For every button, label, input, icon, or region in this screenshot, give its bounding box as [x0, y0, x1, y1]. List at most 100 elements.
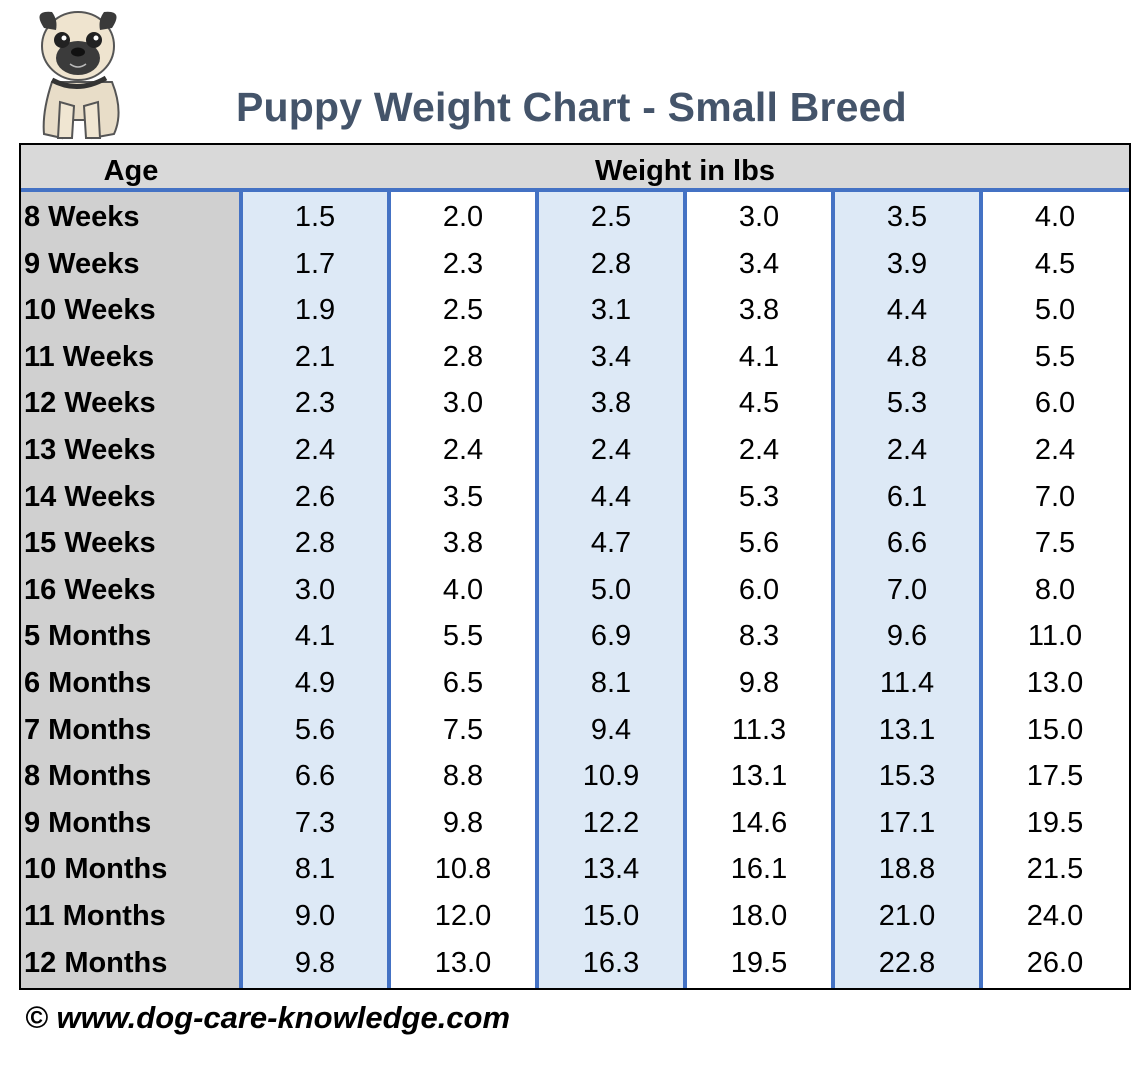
weight-cell: 2.4 — [738, 434, 780, 466]
weight-cell: 21.0 — [878, 900, 936, 932]
weight-cell: 5.3 — [738, 480, 780, 513]
weight-cell: 1.7 — [294, 247, 336, 280]
weight-cell: 9.8 — [294, 946, 336, 979]
weight-cell: 3.9 — [886, 247, 928, 280]
weight-cell: 5.0 — [590, 573, 632, 606]
age-column-background — [21, 192, 241, 988]
weight-column-5 — [833, 192, 981, 988]
weight-cell: 3.0 — [442, 387, 484, 420]
age-cell: 11 Months — [24, 900, 166, 932]
weight-cell: 4.1 — [738, 340, 780, 373]
weight-cell: 6.6 — [886, 527, 928, 560]
table-row: 11 Weeks 2.1 2.8 3.4 4.1 4.8 5.5 — [21, 332, 1129, 379]
weight-cell: 4.0 — [442, 573, 484, 606]
column-divider — [683, 192, 687, 988]
weight-cell: 21.5 — [1026, 853, 1084, 886]
weight-column-2 — [389, 192, 537, 988]
table-row: 12 Weeks 2.3 3.0 3.8 4.5 5.3 6.0 — [21, 378, 1129, 425]
table-row: 14 Weeks 2.6 3.5 4.4 5.3 6.1 7.0 — [21, 472, 1129, 519]
weight-cell: 13.0 — [1026, 667, 1084, 699]
weight-cell: 16.1 — [730, 853, 788, 886]
weight-cell: 11.3 — [731, 713, 787, 746]
weight-cell: 3.8 — [738, 294, 780, 327]
age-cell: 6 Months — [24, 667, 152, 699]
table-row: 5 Months 4.1 5.5 6.9 8.3 9.6 11.0 — [21, 611, 1129, 658]
weight-column-1 — [241, 192, 389, 988]
weight-cell: 10.9 — [582, 760, 640, 793]
table-row: 15 Weeks 2.8 3.8 4.7 5.6 6.6 7.5 — [21, 518, 1129, 565]
weight-cell: 2.4 — [294, 434, 336, 466]
weight-cell: 13.1 — [878, 713, 936, 746]
age-cell: 11 Weeks — [24, 340, 155, 373]
age-cell: 8 Months — [24, 760, 152, 793]
table-row: 13 Weeks 2.4 2.4 2.4 2.4 2.4 2.4 — [21, 425, 1129, 472]
age-cell: 14 Weeks — [24, 480, 156, 513]
age-cell: 12 Weeks — [24, 387, 156, 420]
weight-cell: 16.3 — [582, 946, 640, 979]
weight-cell: 8.8 — [442, 760, 484, 793]
table-row: 11 Months 9.0 12.0 15.0 18.0 21.0 24.0 — [21, 891, 1129, 938]
age-cell: 10 Weeks — [24, 294, 156, 327]
weight-cell: 13.4 — [582, 853, 640, 886]
age-cell: 16 Weeks — [24, 573, 156, 606]
weight-cell: 7.3 — [294, 806, 336, 839]
weight-cell: 11.0 — [1027, 620, 1083, 653]
weight-column-3 — [537, 192, 685, 988]
weight-cell: 3.0 — [738, 201, 780, 233]
weight-cell: 12.2 — [582, 806, 640, 839]
age-cell: 5 Months — [24, 620, 152, 653]
weight-cell: 4.8 — [886, 340, 928, 373]
age-cell: 7 Months — [24, 713, 152, 746]
weight-cell: 8.1 — [590, 667, 632, 699]
weight-cell: 3.5 — [442, 480, 484, 513]
table-row: 8 Months 6.6 8.8 10.9 13.1 15.3 17.5 — [21, 751, 1129, 798]
weight-cell: 8.1 — [294, 853, 336, 886]
weight-cell: 8.3 — [738, 620, 780, 653]
weight-cell: 2.8 — [294, 527, 336, 560]
weight-cell: 2.4 — [442, 434, 484, 466]
column-divider — [535, 192, 539, 988]
weight-cell: 12.0 — [434, 900, 492, 932]
table-row: 10 Weeks 1.9 2.5 3.1 3.8 4.4 5.0 — [21, 285, 1129, 332]
weight-cell: 18.0 — [730, 900, 788, 932]
weight-cell: 3.8 — [442, 527, 484, 560]
age-cell: 15 Weeks — [24, 527, 156, 560]
weight-cell: 3.4 — [590, 340, 632, 373]
weight-cell: 26.0 — [1026, 946, 1084, 979]
weight-cell: 4.4 — [886, 294, 928, 327]
weight-cell: 6.0 — [1034, 387, 1076, 420]
weight-cell: 5.5 — [442, 620, 484, 653]
weight-cell: 9.8 — [442, 806, 484, 839]
weight-cell: 2.4 — [886, 434, 928, 466]
weight-cell: 2.6 — [294, 480, 336, 513]
weight-cell: 2.4 — [1034, 434, 1076, 466]
age-cell: 13 Weeks — [24, 434, 156, 466]
weight-cell: 7.0 — [1034, 480, 1076, 513]
age-cell: 9 Weeks — [24, 247, 140, 280]
table-row: 7 Months 5.6 7.5 9.4 11.3 13.1 15.0 — [21, 705, 1129, 752]
weight-cell: 15.3 — [878, 760, 936, 793]
weight-cell: 6.6 — [294, 760, 336, 793]
weight-cell: 2.5 — [590, 201, 632, 233]
table-row: 16 Weeks 3.0 4.0 5.0 6.0 7.0 8.0 — [21, 565, 1129, 612]
weight-cell: 2.4 — [590, 434, 632, 466]
age-cell: 10 Months — [24, 853, 168, 886]
weight-cell: 3.8 — [590, 387, 632, 420]
weight-cell: 15.0 — [582, 900, 640, 932]
pug-logo — [39, 11, 120, 140]
table-row: 8 Weeks 1.5 2.0 2.5 3.0 3.5 4.0 — [21, 192, 1129, 239]
weight-cell: 17.1 — [878, 806, 936, 839]
weight-cell: 4.4 — [590, 480, 632, 513]
weight-cell: 17.5 — [1026, 760, 1084, 793]
weight-cell: 2.0 — [442, 201, 484, 233]
table-row: 10 Months 8.1 10.8 13.4 16.1 18.8 21.5 — [21, 844, 1129, 891]
weight-column-header: Weight in lbs — [595, 155, 775, 187]
weight-cell: 5.3 — [886, 387, 928, 420]
column-divider — [387, 192, 391, 988]
column-divider — [239, 192, 243, 988]
table-header: Age Weight in lbs — [21, 145, 1129, 192]
weight-cell: 13.1 — [730, 760, 788, 793]
table-row: 12 Months 9.8 13.0 16.3 19.5 22.8 26.0 — [21, 938, 1129, 985]
weight-table: Age Weight in lbs 8 Weeks 1.5 2.0 2.5 3.0 3.5… — [19, 143, 1131, 990]
weight-cell: 8.0 — [1034, 573, 1076, 606]
